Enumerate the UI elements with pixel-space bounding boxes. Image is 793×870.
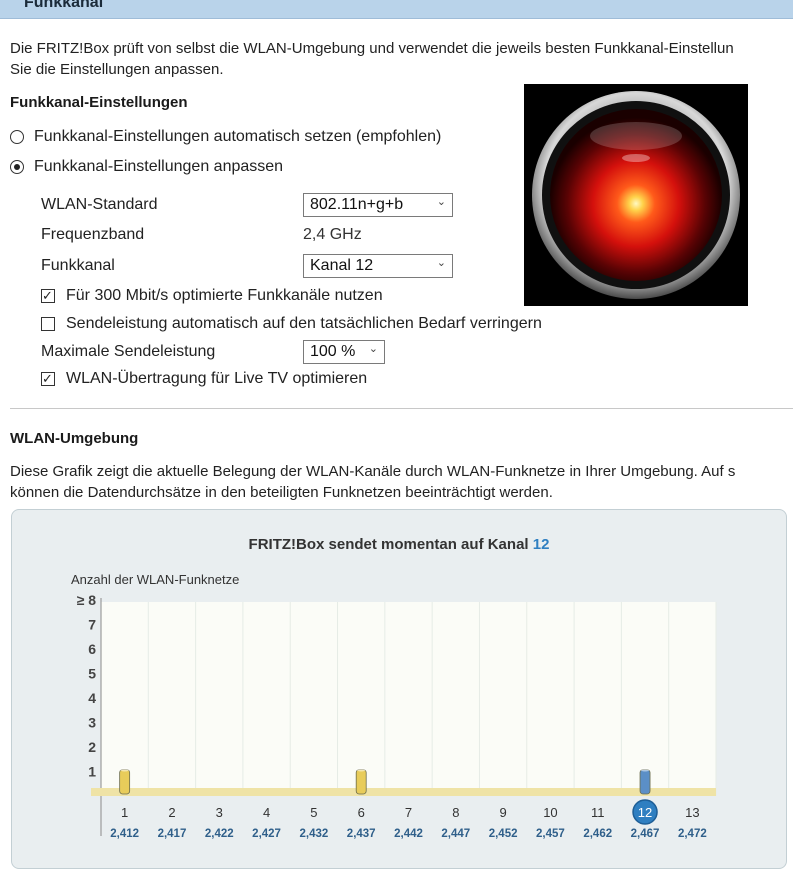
hal9000-image	[524, 84, 748, 306]
bar-channel-1	[119, 769, 131, 795]
opt300-row[interactable]: ✓ Für 300 Mbit/s optimierte Funkkanäle n…	[41, 286, 383, 306]
page-title: Funkkanal	[24, 0, 104, 11]
frequency-label: 2,412	[110, 828, 139, 840]
y-tick-label: 1	[88, 764, 96, 780]
x-tick-label: 1	[121, 805, 128, 820]
chevron-down-icon: ⌄	[436, 196, 446, 208]
x-tick-label: 12	[638, 805, 652, 820]
x-tick-label: 6	[358, 805, 365, 820]
frequency-label: 2,417	[158, 828, 187, 840]
max-power-value[interactable]: 100 %	[310, 343, 356, 360]
bar-cap-6	[356, 767, 367, 772]
plot-area	[101, 602, 716, 796]
livetv-label[interactable]: WLAN-Übertragung für Live TV optimieren	[66, 370, 368, 387]
frequency-label: 2,457	[536, 828, 565, 840]
frequency-label: 2,442	[394, 828, 423, 840]
bar-channel-6	[355, 769, 367, 795]
power-auto-checkbox[interactable]	[41, 317, 55, 331]
opt300-label[interactable]: Für 300 Mbit/s optimierte Funkkanäle nut…	[66, 287, 383, 304]
frequency-label: 2,437	[347, 828, 376, 840]
x-tick-label: 7	[405, 805, 412, 820]
intro-line-1: Die FRITZ!Box prüft von selbst die WLAN-…	[10, 40, 734, 57]
radio-auto-label[interactable]: Funkkanal-Einstellungen automatisch setz…	[34, 128, 442, 145]
frequency-label: 2,427	[252, 828, 281, 840]
livetv-row[interactable]: ✓ WLAN-Übertragung für Live TV optimiere…	[41, 369, 367, 389]
radio-auto[interactable]	[10, 130, 24, 144]
channel-label: Funkkanal	[41, 257, 115, 274]
bar-channel-12	[639, 769, 651, 795]
chart-baseline	[91, 788, 716, 796]
wlan-standard-select[interactable]: 802.11n+g+b ⌄	[303, 193, 453, 217]
chevron-down-icon: ⌄	[436, 257, 446, 269]
environment-line-2: können die Datendurchsätze in den beteil…	[10, 484, 553, 501]
frequency-label: Frequenzband	[41, 226, 145, 243]
x-tick-label: 10	[543, 805, 557, 820]
chevron-down-icon: ⌄	[368, 343, 378, 355]
frequency-label: 2,452	[489, 828, 518, 840]
max-power-select[interactable]: 100 % ⌄	[303, 340, 385, 364]
y-tick-label: ≥ 8	[77, 592, 97, 608]
x-tick-label: 8	[452, 805, 459, 820]
environment-line-1: Diese Grafik zeigt die aktuelle Belegung…	[10, 463, 736, 480]
power-auto-label[interactable]: Sendeleistung automatisch auf den tatsäc…	[66, 315, 542, 332]
radio-auto-row[interactable]: Funkkanal-Einstellungen automatisch setz…	[10, 126, 441, 148]
livetv-checkbox[interactable]: ✓	[41, 371, 55, 386]
y-tick-label: 2	[88, 739, 96, 755]
active-channel-marker	[632, 799, 658, 825]
frequency-value: 2,4 GHz	[303, 226, 362, 243]
frequency-label: 2,462	[583, 828, 612, 840]
checkmark-icon: ✓	[42, 371, 53, 386]
frequency-label: 2,432	[299, 828, 328, 840]
channel-select[interactable]: Kanal 12 ⌄	[303, 254, 453, 278]
radio-custom-label[interactable]: Funkkanal-Einstellungen anpassen	[34, 158, 284, 175]
y-tick-label: 7	[88, 617, 96, 633]
frequency-label: 2,467	[631, 828, 660, 840]
bar-cap-12	[640, 767, 651, 772]
y-tick-label: 3	[88, 715, 96, 731]
environment-text: Diese Grafik zeigt die aktuelle Belegung…	[10, 461, 793, 503]
x-tick-label: 5	[310, 805, 317, 820]
environment-heading: WLAN-Umgebung	[10, 430, 139, 447]
chart-title: FRITZ!Box sendet momentan auf Kanal 12	[12, 536, 786, 553]
x-tick-label: 4	[263, 805, 270, 820]
section-divider	[10, 408, 793, 409]
x-tick-label: 3	[216, 805, 223, 820]
y-tick-label: 6	[88, 641, 96, 657]
x-tick-label: 9	[499, 805, 506, 820]
checkmark-icon: ✓	[42, 288, 53, 303]
intro-text: Die FRITZ!Box prüft von selbst die WLAN-…	[10, 38, 793, 80]
frequency-label: 2,447	[441, 828, 470, 840]
wlan-chart-panel: FRITZ!Box sendet momentan auf Kanal 12 A…	[11, 509, 787, 869]
power-auto-row[interactable]: Sendeleistung automatisch auf den tatsäc…	[41, 314, 542, 334]
channel-value[interactable]: Kanal 12	[310, 257, 374, 274]
bar-cap-1	[119, 767, 130, 772]
x-tick-label: 2	[168, 805, 175, 820]
title-bar: Funkkanal	[0, 0, 793, 19]
y-tick-label: 5	[88, 666, 96, 682]
chart-title-prefix: FRITZ!Box sendet momentan auf Kanal	[248, 536, 529, 553]
chart-title-channel: 12	[532, 536, 550, 553]
opt300-checkbox[interactable]: ✓	[41, 288, 55, 303]
x-tick-label: 13	[685, 805, 699, 820]
wlan-standard-label: WLAN-Standard	[41, 196, 158, 213]
settings-heading: Funkkanal-Einstellungen	[10, 94, 188, 111]
y-tick-label: 4	[88, 690, 96, 706]
radio-custom-row[interactable]: Funkkanal-Einstellungen anpassen	[10, 156, 283, 178]
chart-y-axis-label: Anzahl der WLAN-Funknetze	[71, 572, 240, 587]
x-tick-label: 11	[591, 805, 605, 820]
wlan-standard-value[interactable]: 802.11n+g+b	[310, 196, 404, 213]
max-power-label: Maximale Sendeleistung	[41, 343, 216, 360]
frequency-label: 2,422	[205, 828, 234, 840]
intro-line-2: Sie die Einstellungen anpassen.	[10, 61, 224, 78]
frequency-label: 2,472	[678, 828, 707, 840]
radio-custom[interactable]	[10, 160, 24, 174]
